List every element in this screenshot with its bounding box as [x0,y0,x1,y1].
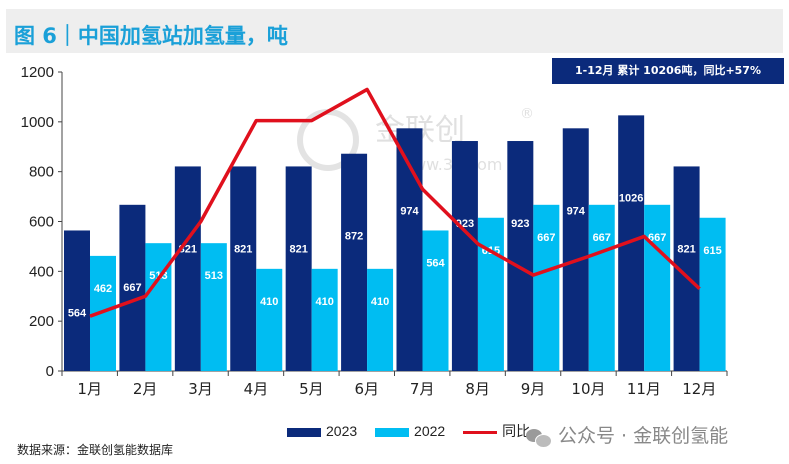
wechat-icon [526,427,552,448]
data-label-2023: 923 [511,218,529,230]
legend-label-yoy: 同比 [502,423,531,439]
chart-title: 图 6｜中国加氢站加氢量，吨 [14,24,288,48]
bar-2023 [174,166,201,371]
data-label-2023: 872 [345,231,363,243]
data-label-2023: 564 [68,307,87,319]
x-tick-label: 12月 [682,380,716,398]
legend-swatch-2022 [375,427,410,437]
legend-swatch-2023 [287,427,321,437]
x-tick-label: 10月 [571,380,605,398]
title-bar [6,9,783,53]
legend-item-2022: 2022 [375,423,445,439]
legend-swatch-yoy [463,430,498,434]
x-tick-label: 2月 [133,380,158,398]
bar-2023 [64,230,90,371]
x-tick-label: 9月 [521,380,546,398]
wechat-watermark: 公众号 · 金联创氢能 [526,421,728,448]
x-tick-label: 1月 [77,380,102,398]
watermark-registered: ® [520,106,534,122]
bar-2023 [285,166,312,371]
bar-2022 [699,217,726,371]
data-label-2022: 667 [648,232,666,244]
x-tick-label: 7月 [410,380,435,398]
y-tick-label: 0 [46,363,54,380]
x-tick-label: 4月 [244,380,269,398]
data-label-2023: 974 [400,205,419,217]
bar-2023 [230,166,257,371]
legend-item-2023: 2023 [287,423,357,439]
data-label-2022: 410 [260,296,278,308]
data-label-2022: 462 [94,283,112,295]
legend: 2023 2022 同比 [287,421,544,441]
y-tick-label: 1200 [21,64,54,81]
bar-2022 [422,230,449,371]
y-tick-label: 200 [29,313,54,330]
data-label-2022: 410 [315,296,333,308]
data-label-2022: 667 [537,232,555,244]
data-label-2023: 974 [567,205,586,217]
bar-2023 [451,141,478,371]
bar-2022 [533,204,560,371]
data-label-2023: 821 [289,243,307,255]
x-tick-label: 11月 [627,380,661,398]
bar-2023 [119,204,146,371]
bar-2022 [588,204,615,371]
data-label-2022: 410 [371,296,389,308]
legend-item-yoy: 同比 [463,421,530,441]
x-tick-label: 6月 [355,380,380,398]
y-tick-label: 600 [29,214,54,231]
summary-badge: 1-12月 累计 10206吨，同比+57% [552,58,784,84]
bar-2022 [200,243,227,371]
data-label-2023: 821 [234,243,252,255]
header: 图 6｜中国加氢站加氢量，吨 [0,0,789,58]
legend-label-2023: 2023 [326,423,358,439]
bar-2023 [562,128,589,371]
y-tick-label: 800 [29,164,54,181]
x-tick-label: 5月 [299,380,324,398]
data-label-2022: 667 [593,232,611,244]
bar-2022 [145,243,172,371]
bar-2022 [256,268,283,371]
bar-2022 [477,217,504,371]
bar-2022 [311,268,338,371]
y-tick-label: 400 [29,263,54,280]
y-tick-label: 1000 [21,114,54,131]
data-label-2023: 667 [123,282,141,294]
data-label-2022: 615 [703,245,721,257]
data-label-2022: 513 [205,270,223,282]
source-note: 数据来源：金联创氢能数据库 [17,443,174,457]
data-label-2023: 1026 [619,192,643,204]
bar-2023 [341,153,368,371]
wechat-label: 公众号 · 金联创氢能 [558,425,729,447]
data-label-2022: 564 [426,257,445,269]
bar-2022 [367,268,394,371]
yoy-line [89,87,701,318]
x-tick-label: 8月 [465,380,490,398]
data-label-2023: 821 [677,243,695,255]
bar-2023 [507,141,534,371]
legend-label-2022: 2022 [414,423,446,439]
bar-2022 [644,204,671,371]
x-tick-label: 3月 [188,380,213,398]
